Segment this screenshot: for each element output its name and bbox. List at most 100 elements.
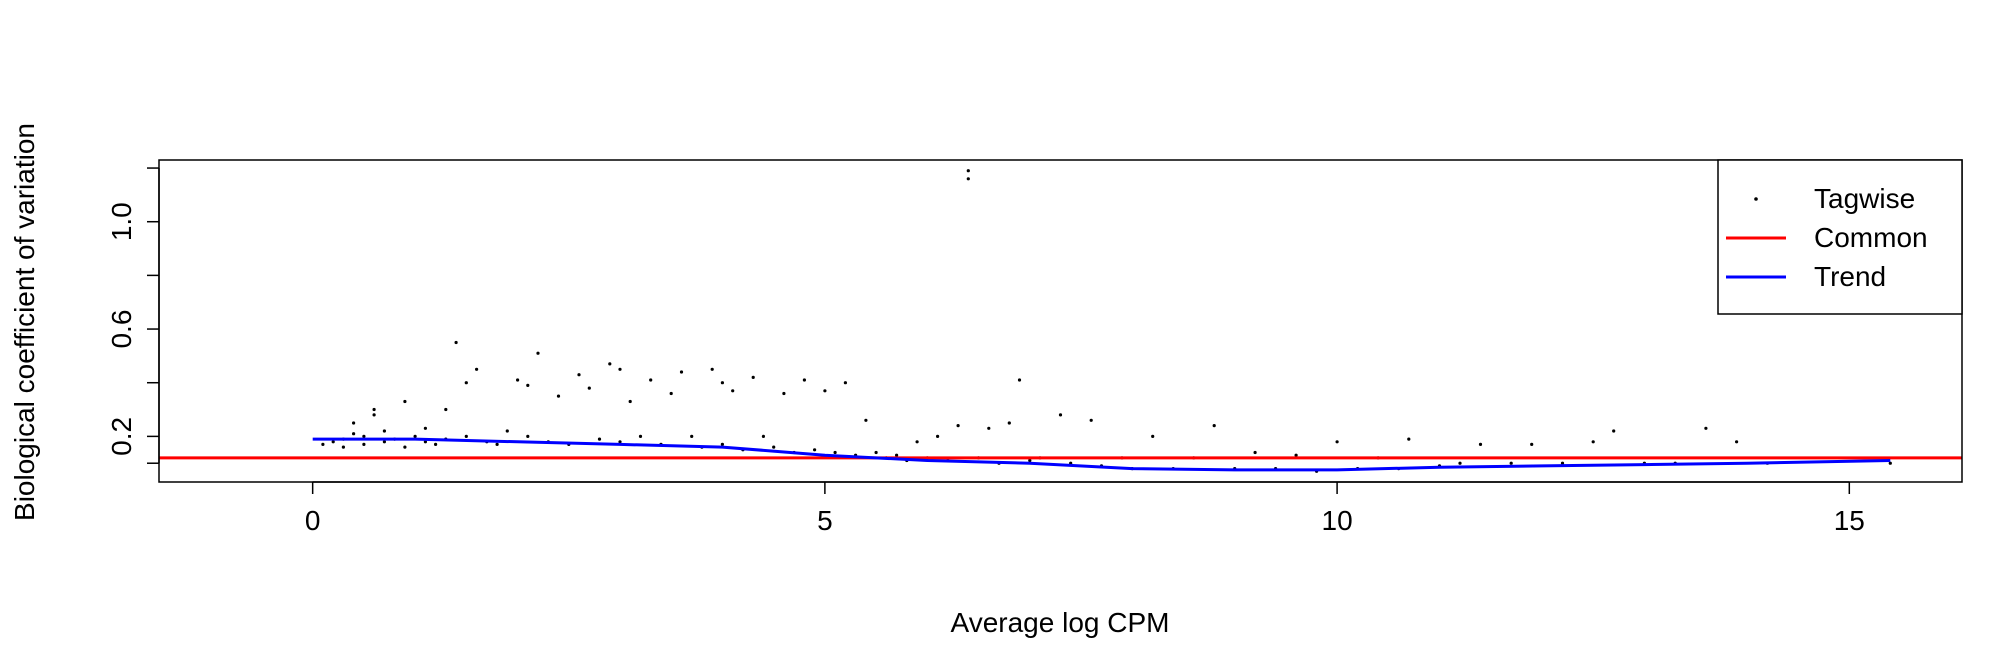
tagwise-point	[1335, 440, 1339, 444]
tagwise-point	[1089, 418, 1093, 422]
tagwise-point	[495, 442, 499, 446]
tagwise-point	[1530, 442, 1534, 446]
tagwise-point	[1407, 437, 1411, 441]
tagwise-point	[505, 429, 509, 433]
tagwise-point	[1735, 440, 1739, 444]
tagwise-point	[915, 440, 919, 444]
tagwise-point	[423, 440, 427, 444]
tagwise-point	[403, 445, 407, 449]
tagwise-point	[731, 389, 735, 393]
tagwise-point	[413, 434, 417, 438]
tagwise-point	[423, 426, 427, 430]
tagwise-point	[802, 378, 807, 382]
tagwise-point	[690, 434, 694, 438]
tagwise-point	[464, 434, 468, 438]
tagwise-point	[823, 389, 827, 393]
tagwise-point	[464, 381, 468, 385]
tagwise-point	[352, 421, 356, 425]
tagwise-point	[536, 351, 540, 355]
tagwise-point	[1017, 378, 1022, 382]
tagwise-point	[813, 448, 817, 452]
x-tick-label: 15	[1834, 505, 1865, 536]
x-tick-label: 0	[305, 505, 321, 536]
tagwise-point	[638, 434, 643, 438]
y-tick-label: 0.2	[106, 417, 137, 456]
tagwise-point	[1058, 413, 1063, 417]
tagwise-point	[895, 453, 899, 457]
tagwise-point	[1560, 461, 1565, 465]
trend-line	[312, 437, 1891, 472]
tagwise-point	[1007, 421, 1011, 425]
tagwise-point	[669, 391, 673, 396]
tagwise-point	[710, 367, 714, 371]
y-tick-label: 0.6	[106, 310, 137, 349]
tagwise-point	[556, 394, 561, 398]
plot-frame	[158, 159, 1963, 483]
tagwise-point	[434, 442, 438, 446]
tagwise-point	[475, 367, 479, 371]
x-tick-label: 10	[1322, 505, 1353, 536]
tagwise-point	[403, 399, 407, 404]
tagwise-points	[321, 169, 1892, 473]
legend-tagwise-marker	[1754, 197, 1758, 201]
tagwise-point	[372, 407, 376, 412]
tagwise-point	[649, 378, 653, 382]
tagwise-point	[341, 445, 345, 449]
legend-common-label: Common	[1814, 222, 1928, 253]
tagwise-point	[966, 169, 970, 173]
y-axis: 0.2 0.6 1.0	[106, 167, 160, 464]
tagwise-point	[1458, 461, 1462, 465]
tagwise-point	[526, 434, 530, 438]
tagwise-point	[331, 440, 335, 444]
tagwise-point	[874, 450, 878, 455]
tagwise-point	[1028, 458, 1032, 463]
tagwise-point	[597, 437, 602, 441]
tagwise-point	[1888, 461, 1892, 465]
tagwise-point	[618, 367, 622, 371]
tagwise-point	[352, 432, 356, 436]
tagwise-point	[382, 429, 386, 433]
x-axis-label: Average log CPM	[951, 607, 1170, 638]
tagwise-point	[864, 418, 868, 422]
y-axis-label: Biological coefficient of variation	[9, 123, 40, 521]
x-tick-label: 5	[817, 505, 833, 536]
legend: Tagwise Common Trend	[1717, 159, 1963, 315]
tagwise-point	[966, 177, 970, 181]
tagwise-point	[321, 442, 325, 446]
tagwise-point	[956, 424, 960, 428]
tagwise-point	[1294, 453, 1298, 457]
tagwise-point	[679, 370, 684, 374]
tagwise-point	[362, 434, 366, 438]
tagwise-point	[1509, 461, 1513, 465]
tagwise-point	[526, 383, 530, 387]
tagwise-point	[751, 375, 755, 379]
tagwise-point	[362, 442, 366, 446]
legend-trend-label: Trend	[1814, 261, 1886, 292]
tagwise-point	[720, 381, 725, 385]
legend-tagwise-label: Tagwise	[1814, 183, 1915, 214]
tagwise-point	[618, 440, 622, 444]
tagwise-point	[628, 399, 632, 404]
tagwise-point	[1612, 429, 1616, 433]
tagwise-point	[1151, 434, 1155, 438]
tagwise-point	[608, 362, 612, 366]
tagwise-point	[843, 381, 848, 385]
tagwise-point	[1212, 424, 1216, 428]
tagwise-point	[782, 391, 786, 396]
tagwise-point	[772, 445, 776, 449]
y-tick-label: 1.0	[106, 202, 137, 241]
tagwise-point	[1253, 450, 1257, 455]
tagwise-point	[382, 440, 386, 444]
tagwise-point	[1591, 440, 1595, 444]
tagwise-point	[720, 442, 725, 446]
tagwise-point	[454, 340, 458, 345]
tagwise-point	[444, 407, 448, 412]
tagwise-point	[833, 450, 837, 455]
tagwise-point	[761, 434, 766, 438]
tagwise-point	[587, 386, 591, 390]
tagwise-point	[1704, 426, 1708, 430]
tagwise-point	[372, 413, 376, 417]
x-axis: 0 5 10 15	[305, 481, 1865, 536]
tagwise-point	[1478, 442, 1483, 446]
